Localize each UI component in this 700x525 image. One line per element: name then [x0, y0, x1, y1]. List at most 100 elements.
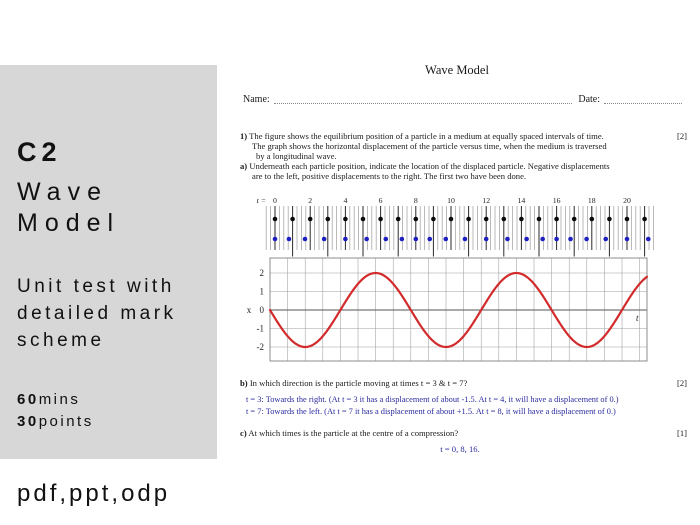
particle-diagram: t = 0 2 4 6 8 10 12 14 16 18 20 [257, 196, 654, 257]
equilibrium-particle-dot [272, 216, 278, 222]
resource-subtitle-line3: scheme [17, 330, 105, 351]
equilibrium-particle-dot [343, 216, 348, 222]
equilibrium-particle-dot [501, 216, 507, 222]
resource-title-line2: Model [17, 209, 121, 237]
question-1a-number: a) [240, 161, 248, 172]
time-tick-label: 0 [273, 196, 277, 205]
points-value: 30 [17, 413, 39, 430]
displaced-particle-dot [554, 236, 559, 242]
answer-b-line2: t = 7: Towards the left. (At t = 7 it ha… [246, 406, 616, 416]
displaced-particle-dot [603, 236, 609, 242]
displaced-particle-dot [364, 236, 369, 242]
resource-meta: 60mins 30points [17, 389, 94, 433]
displaced-particle-dot [343, 236, 348, 242]
equilibrium-particle-dot [360, 216, 366, 222]
equilibrium-particle-dot [589, 216, 595, 222]
question-1-line1: 1) The figure shows the equilibrium posi… [240, 131, 687, 141]
y-tick-label: -1 [257, 324, 265, 334]
name-label: Name: [243, 94, 270, 105]
equilibrium-particle-dot [395, 216, 401, 222]
question-1-text1: The figure shows the equilibrium positio… [249, 131, 604, 141]
equilibrium-particle-dot [642, 216, 647, 222]
displaced-particle-dot [505, 236, 510, 242]
displaced-particle-dot [568, 236, 573, 242]
date-fill-line [604, 94, 682, 104]
time-tick-label: 2 [308, 196, 312, 205]
displaced-particle-dot [427, 236, 433, 242]
displaced-particle-dot [413, 236, 419, 242]
sidebar-panel: C2 Wave Model Unit test with detailed ma… [0, 65, 217, 507]
duration-label: 60mins [17, 389, 94, 411]
time-tick-label: 8 [414, 196, 418, 205]
resource-title: Wave Model [17, 177, 120, 239]
displaced-particle-dot [462, 236, 468, 242]
equilibrium-particle-dot [413, 216, 419, 222]
displaced-particle-dot [286, 236, 292, 242]
date-label: Date: [578, 94, 600, 105]
y-tick-label: -2 [257, 342, 265, 352]
question-1-line3: by a longitudinal wave. [256, 151, 337, 162]
equilibrium-particle-dot [519, 216, 524, 222]
time-tick-label: 16 [553, 196, 561, 205]
time-tick-label: 12 [482, 196, 490, 205]
answer-c: t = 0, 8, 16. [440, 444, 480, 454]
course-code: C2 [17, 137, 62, 167]
resource-title-line1: Wave [17, 178, 108, 206]
question-c-marks: [1] [676, 428, 687, 438]
question-b-text: In which direction is the particle movin… [249, 378, 468, 388]
y-tick-label: 1 [260, 287, 265, 297]
duration-unit: mins [38, 391, 81, 408]
displaced-particle-dot [624, 236, 630, 242]
answer-b: t = 3: Towards the right. (At t = 3 it h… [246, 394, 687, 418]
displaced-particle-dot [540, 236, 545, 242]
y-tick-label: 2 [260, 268, 265, 278]
resource-subtitle-line2: detailed mark [17, 303, 177, 324]
displaced-particle-dot [483, 236, 489, 242]
equilibrium-particle-dot [448, 216, 454, 222]
equilibrium-particle-dot [290, 216, 295, 222]
equilibrium-particle-dot [571, 216, 577, 222]
question-1-marks: [2] [676, 131, 687, 141]
worksheet-figure: t = 0 2 4 6 8 10 12 14 16 18 20 210-1-2xt [247, 196, 654, 362]
equilibrium-particle-dot [325, 216, 331, 222]
question-b: [2] b) In which direction is the particl… [240, 378, 687, 388]
equilibrium-particle-dot [378, 216, 383, 222]
displaced-particle-dot [584, 236, 589, 242]
question-1a-text1: Underneath each particle position, indic… [249, 161, 610, 172]
displaced-particle-dot [524, 236, 529, 242]
resource-subtitle: Unit test with detailed mark scheme [17, 273, 177, 354]
displaced-particle-dot [645, 236, 651, 242]
equilibrium-particle-dot [431, 216, 436, 222]
displaced-particle-dot [272, 236, 278, 242]
time-tick-label: 4 [343, 196, 347, 205]
question-1: [2] 1) The figure shows the equilibrium … [240, 131, 687, 181]
question-1a-line1: a) Underneath each particle position, in… [240, 161, 687, 171]
displacement-graph: 2 1 0 -1 -2 x t [247, 257, 649, 362]
x-axis-label: t [636, 313, 639, 323]
time-tick-label: 20 [623, 196, 631, 205]
equilibrium-particle-dot [607, 216, 612, 222]
question-b-number: b) [240, 378, 248, 388]
displaced-particle-dot [383, 236, 389, 242]
question-1-number: 1) [240, 131, 248, 141]
question-b-marks: [2] [676, 378, 687, 388]
y-axis-label: x [247, 305, 252, 315]
answer-b-line1: t = 3: Towards the right. (At t = 3 it h… [246, 395, 619, 404]
question-c-number: c) [240, 428, 247, 438]
time-tick-label: 18 [588, 196, 596, 205]
file-formats-label: pdf,ppt,odp [17, 480, 171, 507]
time-tick-label: 10 [447, 196, 455, 205]
equilibrium-particle-dot [307, 216, 313, 222]
time-tick-label: 14 [518, 196, 526, 205]
equilibrium-particle-dot [536, 216, 542, 222]
displaced-particle-dot [302, 236, 308, 242]
points-label: 30points [17, 411, 94, 433]
y-tick-label: 0 [260, 305, 265, 315]
displaced-particle-dot [399, 236, 405, 242]
equilibrium-particle-dot [483, 216, 489, 222]
name-fill-line [273, 94, 573, 104]
displaced-particle-dot [321, 236, 327, 242]
displacement-curve [268, 271, 649, 349]
equilibrium-particle-dot [554, 216, 559, 222]
